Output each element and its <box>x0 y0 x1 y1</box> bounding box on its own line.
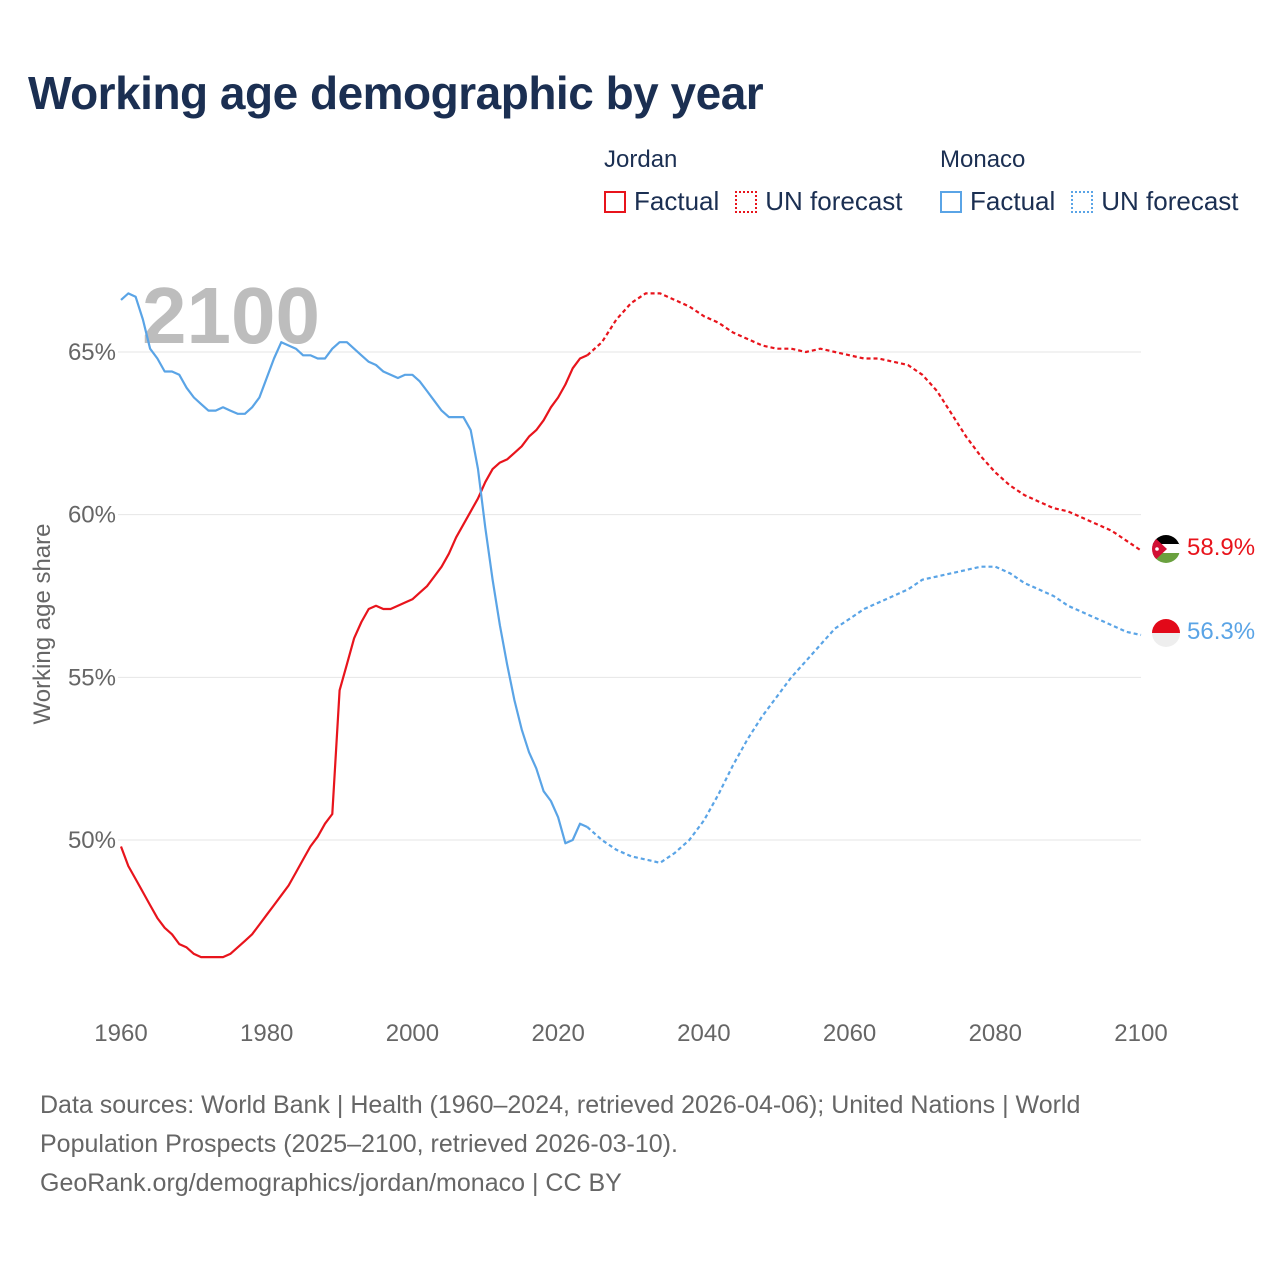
axes: 50% 55% 60% 65% 1960 1980 2000 2020 2040 2060 2080… <box>68 339 1168 1047</box>
legend-jordan-factual-label: Factual <box>634 186 720 216</box>
y-tick-label: 60% <box>68 502 116 529</box>
jordan-factual-line[interactable] <box>119 354 588 959</box>
x-tick-label: 2060 <box>823 1020 876 1047</box>
legend-monaco-factual-swatch <box>940 190 962 213</box>
legend-jordan-factual-swatch <box>604 190 626 213</box>
legend-monaco-factual-label: Factual <box>970 186 1056 216</box>
legend-jordan-factual[interactable]: Factual <box>604 186 719 217</box>
legend-monaco-forecast-swatch <box>1071 190 1094 213</box>
y-tick-label: 65% <box>68 339 116 366</box>
y-tick-label: 55% <box>68 664 116 691</box>
legend-monaco-name: Monaco <box>940 146 1026 173</box>
jordan-flag-icon <box>1152 535 1180 563</box>
legend-monaco-factual[interactable]: Factual <box>940 186 1055 217</box>
y-axis-label: Working age share <box>29 524 56 725</box>
chart-title: Working age demographic by year <box>28 67 764 119</box>
monaco-forecast-line[interactable] <box>586 565 1142 864</box>
x-tick-label: 2040 <box>677 1020 730 1047</box>
legend-jordan-forecast-swatch <box>735 190 758 213</box>
jordan-end-label: 58.9% <box>1187 534 1255 561</box>
legend-jordan: Jordan Factual UN forecast <box>604 144 919 217</box>
x-tick-label: 2080 <box>969 1020 1022 1047</box>
x-tick-label: 1960 <box>94 1020 147 1047</box>
sources-link[interactable]: GeoRank.org/demographics/jordan/monaco |… <box>40 1169 622 1197</box>
legend-monaco: Monaco Factual UN forecast <box>940 144 1255 217</box>
jordan-forecast-line[interactable] <box>586 292 1142 552</box>
sources-line-1: Data sources: World Bank | Health (1960–… <box>40 1091 1081 1119</box>
x-tick-label: 2000 <box>386 1020 439 1047</box>
legend-jordan-name: Jordan <box>604 146 678 173</box>
data-sources: Data sources: World Bank | Health (1960–… <box>40 1086 1180 1203</box>
y-tick-label: 50% <box>68 827 116 854</box>
grid <box>118 351 1141 841</box>
x-tick-label: 2020 <box>531 1020 584 1047</box>
legend-monaco-forecast-label: UN forecast <box>1101 186 1239 216</box>
legend-monaco-forecast[interactable]: UN forecast <box>1071 186 1239 217</box>
monaco-factual-line[interactable] <box>120 292 588 845</box>
monaco-end-label: 56.3% <box>1187 618 1255 645</box>
legend-jordan-forecast-label: UN forecast <box>765 186 903 216</box>
legend-jordan-forecast[interactable]: UN forecast <box>735 186 903 217</box>
sources-line-2: Population Prospects (2025–2100, retriev… <box>40 1130 678 1158</box>
x-tick-label: 2100 <box>1114 1020 1167 1047</box>
x-tick-label: 1980 <box>240 1020 293 1047</box>
series-layer <box>119 292 1142 959</box>
monaco-flag-icon <box>1152 619 1180 647</box>
